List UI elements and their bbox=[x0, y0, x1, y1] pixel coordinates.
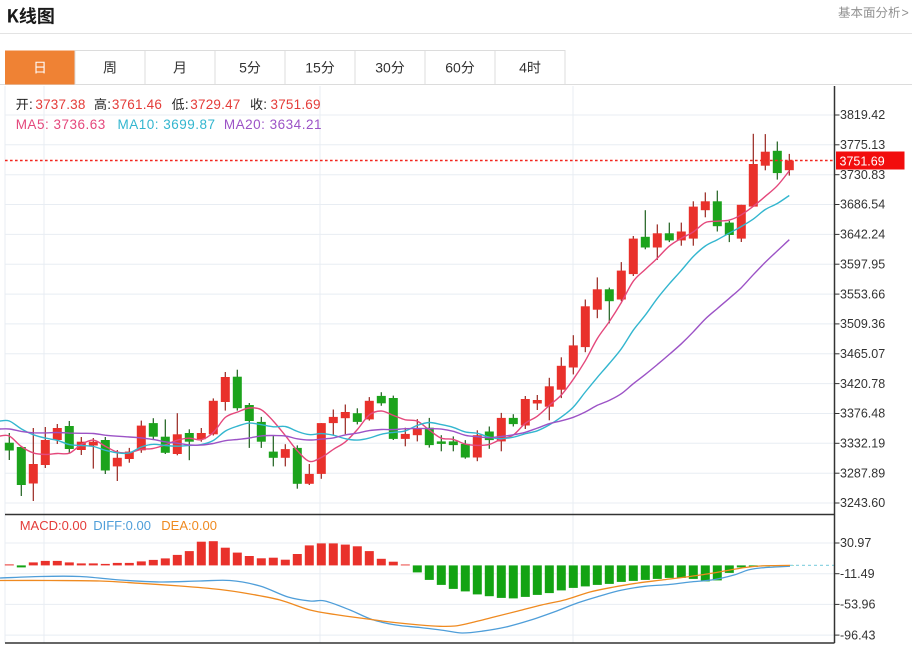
svg-text:MA10: 3699.87: MA10: 3699.87 bbox=[118, 117, 216, 132]
svg-text:>: > bbox=[902, 6, 909, 20]
svg-text::: : bbox=[185, 97, 189, 112]
svg-text:30.97: 30.97 bbox=[840, 536, 871, 550]
svg-text:MA5: 3736.63: MA5: 3736.63 bbox=[16, 117, 106, 132]
svg-text:-53.96: -53.96 bbox=[840, 598, 875, 612]
svg-text:3751.69: 3751.69 bbox=[840, 155, 885, 169]
svg-text:3730.83: 3730.83 bbox=[840, 168, 885, 182]
svg-text:3751.69: 3751.69 bbox=[271, 97, 321, 112]
svg-text:3376.48: 3376.48 bbox=[840, 407, 885, 421]
svg-text:MA20: 3634.21: MA20: 3634.21 bbox=[224, 117, 322, 132]
svg-text:15: 15 bbox=[305, 60, 321, 76]
svg-text::: : bbox=[107, 97, 111, 112]
svg-text:-11.49: -11.49 bbox=[840, 567, 875, 581]
svg-text:MACD:0.00: MACD:0.00 bbox=[20, 518, 87, 533]
svg-text:3737.38: 3737.38 bbox=[35, 97, 85, 112]
svg-text:3332.19: 3332.19 bbox=[840, 437, 885, 451]
svg-text:60: 60 bbox=[445, 60, 461, 76]
svg-text:3509.36: 3509.36 bbox=[840, 317, 885, 331]
svg-text:3819.42: 3819.42 bbox=[840, 108, 885, 122]
svg-text:3775.13: 3775.13 bbox=[840, 138, 885, 152]
svg-text:3642.24: 3642.24 bbox=[840, 228, 885, 242]
svg-text:3420.78: 3420.78 bbox=[840, 377, 885, 391]
svg-text:3686.54: 3686.54 bbox=[840, 198, 885, 212]
svg-text::: : bbox=[29, 97, 33, 112]
svg-text:3553.66: 3553.66 bbox=[840, 287, 885, 301]
svg-text:3761.46: 3761.46 bbox=[112, 97, 162, 112]
svg-text:5: 5 bbox=[239, 60, 247, 76]
svg-text:4: 4 bbox=[519, 60, 527, 76]
svg-text:DIFF:0.00: DIFF:0.00 bbox=[93, 518, 151, 533]
svg-text:3465.07: 3465.07 bbox=[840, 347, 885, 361]
svg-text::: : bbox=[263, 97, 267, 112]
svg-text:3287.89: 3287.89 bbox=[840, 466, 885, 480]
svg-text:30: 30 bbox=[375, 60, 391, 76]
svg-text:DEA:0.00: DEA:0.00 bbox=[161, 518, 217, 533]
svg-text:-96.43: -96.43 bbox=[840, 628, 875, 642]
svg-text:3597.95: 3597.95 bbox=[840, 257, 885, 271]
svg-text:3729.47: 3729.47 bbox=[190, 97, 240, 112]
svg-text:3243.60: 3243.60 bbox=[840, 496, 885, 510]
